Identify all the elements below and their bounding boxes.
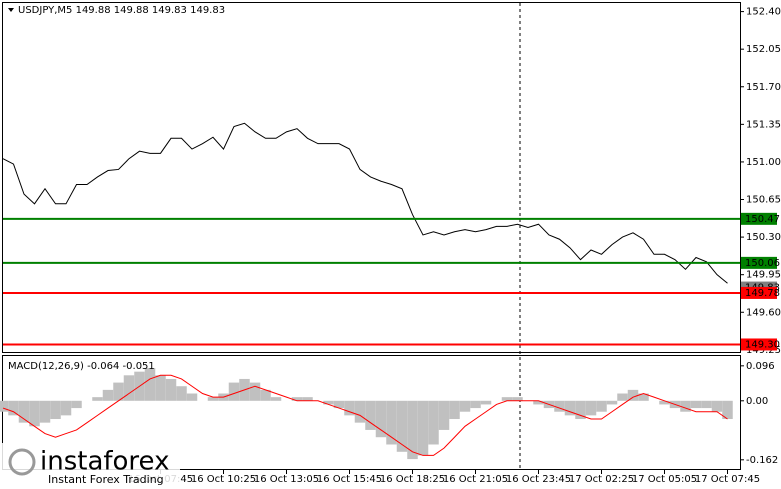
- macd-bar: [711, 400, 723, 412]
- level-box: [741, 286, 777, 299]
- macd-bar: [659, 400, 670, 405]
- macd-bar: [501, 397, 513, 401]
- macd-bar: [249, 382, 261, 401]
- x-tick-label: 16 Oct 18:25: [380, 474, 445, 485]
- x-tick-label: 16 Oct 23:45: [506, 474, 571, 485]
- macd-bar: [407, 400, 418, 460]
- macd-bar: [585, 400, 597, 416]
- signal-line: [2, 374, 728, 456]
- macd-bar: [176, 386, 187, 401]
- macd-bar: [449, 400, 460, 420]
- macd-bar: [386, 400, 397, 445]
- y-tick-label: 151.35: [746, 119, 781, 130]
- watermark-box: [0, 443, 180, 487]
- y-tick-label: 150.30: [746, 232, 781, 243]
- level-box: [741, 338, 777, 351]
- macd-bar: [60, 400, 72, 416]
- menu-arrow: [8, 8, 14, 12]
- macd-bar: [113, 382, 124, 401]
- y-tick-label: 151.70: [746, 82, 781, 93]
- macd-bar: [144, 368, 156, 401]
- y-tick-label: -0.162: [746, 455, 778, 466]
- macd-bar: [564, 400, 576, 416]
- macd-bar: [71, 400, 82, 409]
- macd-bar: [680, 400, 691, 412]
- macd-bar: [617, 393, 628, 401]
- macd-bar: [428, 400, 439, 445]
- level-label: 150.06: [745, 258, 780, 269]
- macd-bar: [228, 382, 240, 401]
- level-box: [741, 212, 777, 225]
- macd-bar: [323, 400, 334, 405]
- x-tick-label: 16 Oct 10:25: [191, 474, 256, 485]
- y-tick-label: 152.40: [746, 7, 781, 18]
- watermark-brand: instaforex: [40, 447, 169, 477]
- macd-bar: [375, 400, 387, 438]
- macd-bar: [92, 397, 103, 401]
- macd-bar: [186, 393, 198, 401]
- macd-bar: [207, 397, 219, 401]
- macd-bar: [165, 378, 177, 401]
- y-tick-label: 0.00: [746, 396, 768, 407]
- x-tick-label: 17 Oct 05:05: [632, 474, 697, 485]
- macd-bar: [438, 400, 450, 430]
- y-tick-label: 151.00: [746, 157, 781, 168]
- y-tick-label: 149.95: [746, 270, 781, 281]
- macd-bar: [596, 400, 607, 412]
- macd-bar: [722, 400, 733, 420]
- macd-bar: [18, 400, 30, 423]
- macd-bar: [123, 375, 135, 401]
- level-label: 149.78: [745, 288, 780, 299]
- macd-bar: [270, 397, 282, 401]
- macd-bar: [39, 400, 51, 423]
- macd-bar: [8, 400, 19, 416]
- macd-bar: [533, 400, 544, 405]
- macd-bar: [365, 400, 376, 430]
- y-tick-label: 152.05: [746, 44, 781, 55]
- macd-bar: [302, 397, 313, 401]
- x-tick-label: 16 Oct 21:05: [443, 474, 508, 485]
- macd-bar: [701, 400, 712, 409]
- macd-bar: [554, 400, 565, 412]
- macd-bar: [690, 400, 702, 409]
- macd-bar: [291, 397, 303, 401]
- chart-title: USDJPY,M5 149.88 149.88 149.83 149.83: [18, 5, 225, 16]
- macd-bar: [396, 400, 408, 452]
- macd-bar: [638, 393, 649, 401]
- x-tick-label: 16 Oct 15:45: [317, 474, 382, 485]
- watermark-tagline: Instant Forex Trading: [48, 473, 164, 486]
- macd-bar: [344, 400, 355, 416]
- price-line: [2, 122, 728, 284]
- macd-bar: [50, 400, 61, 420]
- macd-bar: [512, 397, 523, 401]
- macd-bar: [627, 389, 639, 401]
- macd-bar: [0, 400, 9, 412]
- macd-bar: [155, 375, 166, 401]
- y-tick-label: 149.60: [746, 307, 781, 318]
- y-tick-label: 0.096: [746, 361, 775, 372]
- macd-bar: [333, 400, 345, 409]
- macd-bar: [102, 389, 114, 401]
- macd-bar: [575, 400, 586, 420]
- level-label: 149.30: [745, 339, 780, 350]
- macd-bar: [260, 389, 271, 401]
- level-label: 150.47: [745, 214, 780, 225]
- macd-bar: [354, 400, 366, 423]
- x-tick-label: 16 Oct 13:05: [254, 474, 319, 485]
- macd-bar: [417, 400, 429, 456]
- watermark-logo: [8, 448, 36, 476]
- macd-title: MACD(12,26,9) -0.064 -0.051: [8, 361, 155, 372]
- level-box: [741, 256, 777, 269]
- macd-bar: [459, 400, 471, 412]
- macd-bar: [29, 400, 40, 427]
- macd-bar: [606, 400, 618, 405]
- y-tick-label: 150.65: [746, 195, 781, 206]
- x-tick-label: 17 Oct 02:25: [569, 474, 634, 485]
- macd-bar: [480, 400, 492, 405]
- x-tick-label: 17 Oct 07:45: [695, 474, 760, 485]
- macd-bar: [470, 400, 481, 409]
